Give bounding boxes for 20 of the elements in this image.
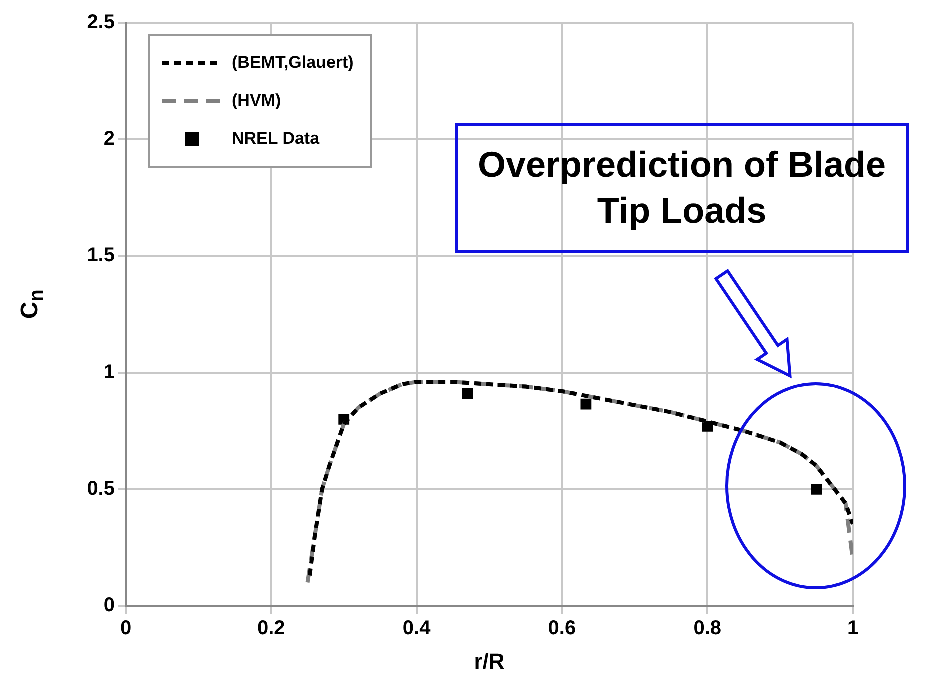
legend-label: NREL Data	[232, 129, 320, 149]
y-tick-label: 2.5	[87, 12, 115, 34]
x-tick-label: 0.8	[694, 618, 722, 640]
y-tick-label: 2	[104, 128, 115, 150]
point	[462, 388, 474, 400]
y-tick-label: 0	[104, 594, 115, 617]
x-tick-label: 0.2	[257, 618, 286, 640]
y-tick-label: 1	[104, 361, 115, 384]
x-tick-label: 0.4	[402, 618, 432, 640]
y-tick-label: 0.5	[87, 478, 115, 500]
legend-label: (BEMT,Glauert)	[232, 53, 354, 73]
point	[702, 420, 714, 432]
x-axis-title: r/R	[474, 648, 505, 674]
legend-label: (HVM)	[232, 91, 282, 111]
x-tick-label: 0.6	[548, 618, 576, 640]
point	[580, 398, 592, 410]
x-tick-label: 1	[847, 618, 859, 640]
point	[811, 484, 822, 495]
y-tick-label: 1.5	[87, 244, 115, 267]
x-tick-label: 0	[120, 618, 132, 640]
